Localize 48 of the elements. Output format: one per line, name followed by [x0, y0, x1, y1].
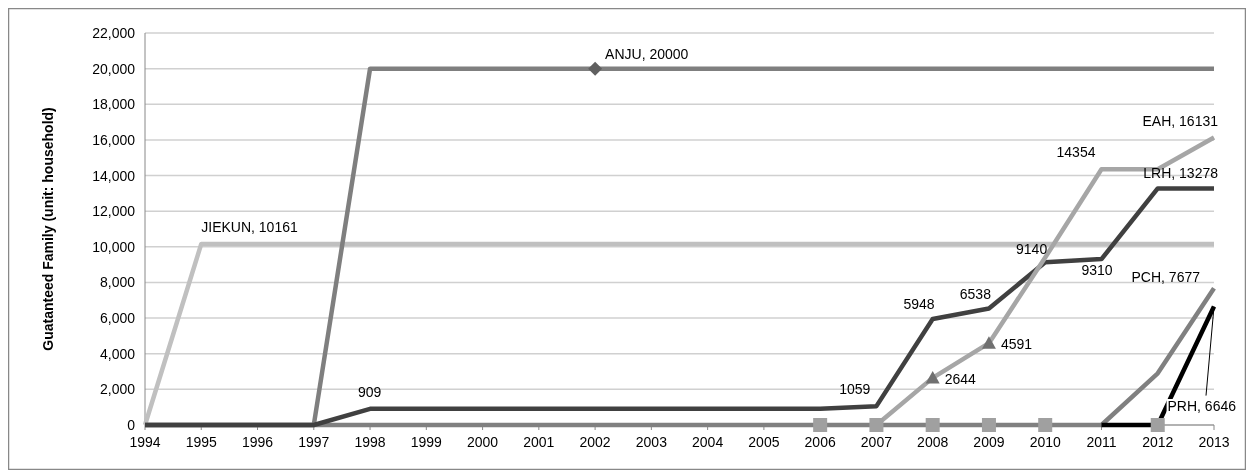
y-tick-label: 12,000: [92, 203, 136, 220]
data-label: 6538: [959, 285, 992, 302]
data-label: 4591: [1000, 336, 1033, 353]
x-tick-label: 2010: [1029, 434, 1061, 450]
data-label: 909: [358, 383, 382, 400]
x-tick-label: 1998: [354, 434, 386, 450]
y-tick-label: 4,000: [99, 345, 136, 362]
y-tick-label: 8,000: [99, 274, 136, 291]
y-tick-label: 2,000: [99, 381, 136, 398]
data-label: ANJU, 20000: [605, 45, 689, 62]
x-tick-label: 2012: [1142, 434, 1174, 450]
x-tick-label: 2000: [467, 434, 499, 450]
x-tick-label: 1999: [410, 434, 443, 450]
x-tick-label: 2004: [692, 434, 724, 450]
x-tick-label: 2002: [579, 434, 611, 450]
data-label: LRH, 13278: [1143, 165, 1219, 182]
y-tick-label: 20,000: [92, 60, 136, 77]
y-tick-label: 0: [127, 417, 136, 433]
y-tick-label: 16,000: [92, 131, 136, 148]
y-tick-label: 18,000: [92, 96, 136, 113]
data-label: EAH, 16131: [1142, 112, 1219, 129]
data-label: 14354: [1056, 144, 1096, 161]
x-tick-label: 2005: [748, 434, 780, 450]
data-label: 9310: [1081, 262, 1113, 279]
data-label: JIEKUN, 10161: [201, 218, 298, 235]
y-tick-label: 6,000: [99, 310, 136, 327]
y-tick-label: 14,000: [92, 167, 136, 184]
x-tick-label: 2003: [635, 434, 668, 450]
data-label: 2644: [944, 370, 977, 387]
data-label: 9140: [1016, 241, 1048, 258]
y-tick-label: 10,000: [92, 238, 136, 255]
x-tick-label: 2001: [523, 434, 555, 450]
data-label: 5948: [903, 296, 935, 313]
data-label: PCH, 7677: [1131, 269, 1201, 286]
x-tick-label: 2006: [804, 434, 836, 450]
y-tick-label: 22,000: [92, 25, 136, 41]
x-tick-label: 1995: [185, 434, 218, 450]
data-label: 1059: [839, 381, 871, 398]
x-tick-label: 2008: [917, 434, 949, 450]
data-label: PRH, 6646: [1167, 397, 1237, 414]
y-axis-title: Guatanteed Family (unit: household): [40, 107, 56, 351]
x-tick-label: 1994: [129, 434, 161, 450]
x-tick-label: 2007: [860, 434, 893, 450]
x-tick-label: 1997: [298, 434, 330, 450]
x-tick-label: 1996: [241, 434, 274, 450]
x-tick-label: 2013: [1198, 434, 1230, 450]
x-tick-label: 2009: [973, 434, 1005, 450]
x-tick-label: 2011: [1086, 434, 1117, 450]
